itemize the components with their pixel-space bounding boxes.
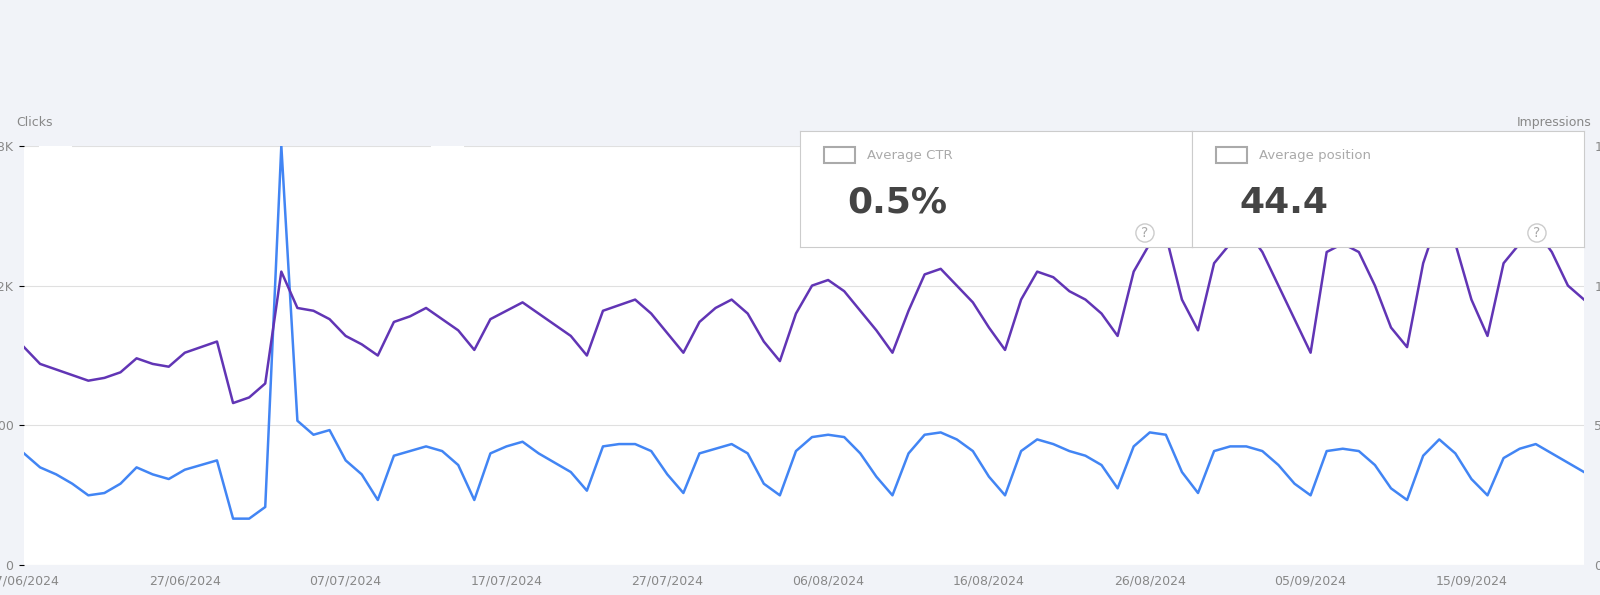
Text: 44.4: 44.4 xyxy=(1238,186,1328,220)
Text: ?: ? xyxy=(1141,226,1149,240)
Text: 8.05M: 8.05M xyxy=(454,186,581,220)
Text: Clicks: Clicks xyxy=(16,116,53,129)
Text: Average position: Average position xyxy=(1259,149,1371,162)
Text: 42.2K: 42.2K xyxy=(62,186,181,220)
Text: Total impressions: Total impressions xyxy=(475,149,590,162)
FancyBboxPatch shape xyxy=(824,147,854,164)
Text: Impressions: Impressions xyxy=(1517,116,1592,129)
Text: Total clicks: Total clicks xyxy=(83,149,155,162)
Text: Average CTR: Average CTR xyxy=(867,149,952,162)
Text: ?: ? xyxy=(749,226,757,240)
FancyBboxPatch shape xyxy=(1216,147,1246,164)
Text: 0.5%: 0.5% xyxy=(846,186,947,220)
Text: ?: ? xyxy=(357,226,365,240)
Text: ?: ? xyxy=(1533,226,1541,240)
